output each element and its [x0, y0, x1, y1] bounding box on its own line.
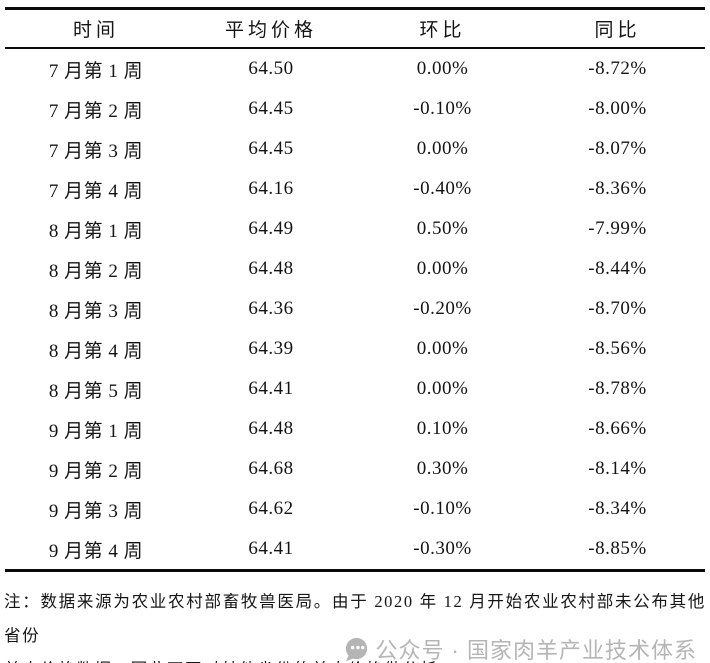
cell-price: 64.16 — [248, 178, 294, 199]
cell-mom: -0.20% — [413, 298, 472, 319]
cell-yoy: -8.36% — [588, 178, 647, 199]
footnote-line-1: 注：数据来源为农业农村部畜牧兽医局。由于 2020 年 12 月开始农业农村部未… — [4, 592, 706, 645]
cell-yoy: -8.56% — [588, 338, 647, 359]
watermark-text: 公众号 · 国家肉羊产业技术体系 — [375, 638, 697, 663]
cell-price: 64.39 — [248, 338, 294, 359]
table-row: 7 月第 3 周 64.45 0.00% -8.07% — [5, 129, 705, 169]
cell-week: 8 月第 4 周 — [48, 340, 144, 362]
cell-week: 7 月第 1 周 — [48, 60, 144, 82]
cell-mom: 0.00% — [416, 58, 469, 79]
cell-week: 8 月第 5 周 — [48, 380, 144, 402]
cell-week: 8 月第 3 周 — [48, 300, 144, 322]
cell-mom: -0.40% — [413, 178, 472, 199]
watermark: 公众号 · 国家肉羊产业技术体系 — [343, 633, 697, 663]
cell-mom: 0.30% — [416, 458, 469, 479]
cell-mom: -0.10% — [413, 98, 472, 119]
cell-yoy: -8.72% — [588, 58, 647, 79]
weekly-mutton-price-table: 时间 平均价格 环比 同比 7 月第 1 周 64.50 0.00% -8.72… — [5, 7, 705, 572]
table-row: 8 月第 2 周 64.48 0.00% -8.44% — [5, 249, 705, 289]
table-row: 9 月第 1 周 64.48 0.10% -8.66% — [5, 409, 705, 449]
cell-week: 9 月第 2 周 — [48, 460, 144, 482]
cell-mom: -0.10% — [413, 498, 472, 519]
table-row: 8 月第 4 周 64.39 0.00% -8.56% — [5, 329, 705, 369]
cell-week: 7 月第 3 周 — [48, 140, 144, 162]
table-row: 8 月第 3 周 64.36 -0.20% -8.70% — [5, 289, 705, 329]
footnote-line-2: 羊肉价格数据，因此不再对其他省份的羊肉价格做分析。 — [4, 660, 457, 663]
table-row: 9 月第 2 周 64.68 0.30% -8.14% — [5, 449, 705, 489]
cell-yoy: -8.66% — [588, 418, 647, 439]
cell-price: 64.41 — [248, 378, 294, 399]
cell-mom: 0.00% — [416, 258, 469, 279]
cell-yoy: -8.00% — [588, 98, 647, 119]
cell-mom: 0.50% — [416, 218, 469, 239]
cell-price: 64.41 — [248, 538, 294, 559]
table-row: 9 月第 3 周 64.62 -0.10% -8.34% — [5, 489, 705, 529]
table-row: 7 月第 2 周 64.45 -0.10% -8.00% — [5, 89, 705, 129]
col-header-mom: 环比 — [419, 20, 466, 41]
cell-mom: 0.00% — [416, 138, 469, 159]
cell-week: 9 月第 1 周 — [48, 420, 144, 442]
cell-mom: 0.00% — [416, 338, 469, 359]
cell-price: 64.62 — [248, 498, 294, 519]
cell-week: 8 月第 1 周 — [48, 220, 144, 242]
cell-yoy: -8.34% — [588, 498, 647, 519]
cell-yoy: -8.85% — [588, 538, 647, 559]
cell-price: 64.36 — [248, 298, 294, 319]
col-header-yoy: 同比 — [594, 20, 641, 41]
table-header-row: 时间 平均价格 环比 同比 — [5, 9, 705, 48]
cell-yoy: -8.14% — [588, 458, 647, 479]
cell-price: 64.50 — [248, 58, 294, 79]
col-header-price: 平均价格 — [224, 20, 317, 41]
cell-week: 9 月第 4 周 — [48, 540, 144, 562]
cell-price: 64.45 — [248, 98, 294, 119]
cell-week: 9 月第 3 周 — [48, 500, 144, 522]
cell-mom: 0.00% — [416, 378, 469, 399]
cell-week: 8 月第 2 周 — [48, 260, 144, 282]
cell-price: 64.48 — [248, 418, 294, 439]
cell-yoy: -8.07% — [588, 138, 647, 159]
table-row: 8 月第 1 周 64.49 0.50% -7.99% — [5, 209, 705, 249]
cell-price: 64.45 — [248, 138, 294, 159]
table-row: 7 月第 4 周 64.16 -0.40% -8.36% — [5, 169, 705, 209]
cell-week: 7 月第 4 周 — [48, 180, 144, 202]
cell-yoy: -8.78% — [588, 378, 647, 399]
document-page: 时间 平均价格 环比 同比 7 月第 1 周 64.50 0.00% -8.72… — [0, 7, 710, 663]
table-row: 9 月第 4 周 64.41 -0.30% -8.85% — [5, 529, 705, 571]
footnote: 注：数据来源为农业农村部畜牧兽医局。由于 2020 年 12 月开始农业农村部未… — [4, 585, 706, 663]
cell-yoy: -8.44% — [588, 258, 647, 279]
cell-mom: 0.10% — [416, 418, 469, 439]
table-row: 8 月第 5 周 64.41 0.00% -8.78% — [5, 369, 705, 409]
table-row: 7 月第 1 周 64.50 0.00% -8.72% — [5, 48, 705, 89]
wechat-bubble-icon — [343, 636, 370, 663]
cell-price: 64.48 — [248, 258, 294, 279]
cell-mom: -0.30% — [413, 538, 472, 559]
cell-yoy: -7.99% — [588, 218, 647, 239]
col-header-time: 时间 — [72, 20, 119, 41]
cell-price: 64.68 — [248, 458, 294, 479]
cell-week: 7 月第 2 周 — [48, 100, 144, 122]
cell-yoy: -8.70% — [588, 298, 647, 319]
cell-price: 64.49 — [248, 218, 294, 239]
